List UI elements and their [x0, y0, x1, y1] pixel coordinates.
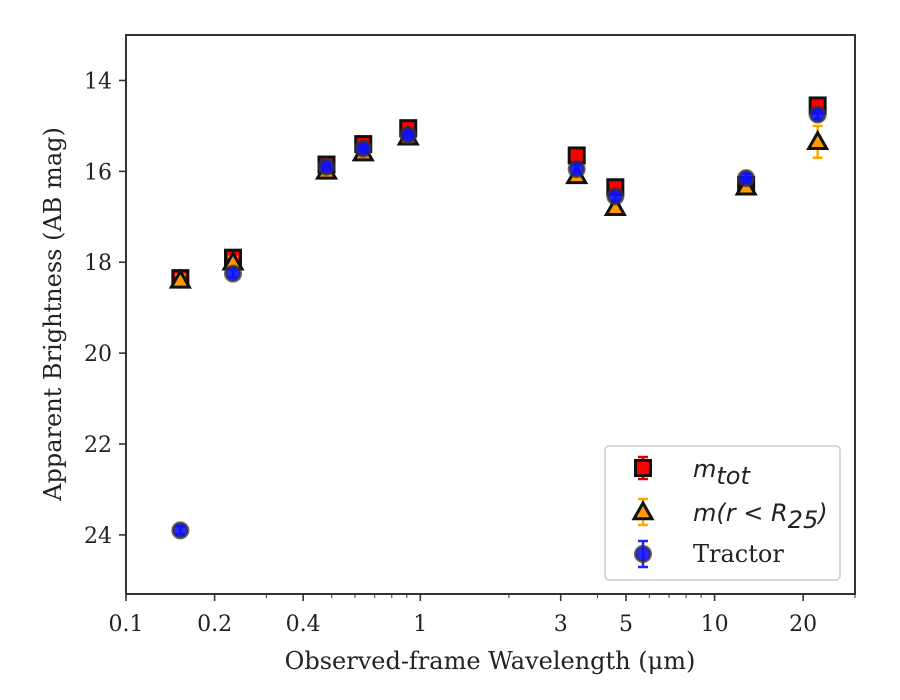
- legend: mtot m(r < R25) Tractor: [604, 445, 841, 581]
- point-tractor-marker: [399, 125, 418, 144]
- data-point-tractor: [808, 105, 827, 124]
- point-r25-marker: [806, 129, 830, 151]
- legend-total-sub: tot: [716, 462, 751, 490]
- data-point-r25: [806, 124, 830, 159]
- x-axis-title: Observed-frame Wavelength (μm): [285, 647, 696, 675]
- y-tick-label: 18: [84, 251, 112, 276]
- legend-label-r25: m(r < R25): [693, 499, 828, 534]
- data-point-tractor: [399, 125, 418, 144]
- legend-markers: [631, 455, 655, 569]
- data-point-tractor: [224, 264, 243, 283]
- point-tractor-marker: [171, 521, 190, 540]
- point-tractor-marker: [317, 157, 336, 176]
- legend-r25-mid: (r < R: [716, 499, 787, 527]
- y-tick-label: 22: [84, 433, 112, 458]
- y-tick-label: 20: [84, 342, 112, 367]
- legend-total-marker: [634, 459, 652, 477]
- data-point-tractor: [737, 169, 756, 188]
- legend-r25-base: m: [693, 499, 716, 527]
- data-point-r25: [168, 268, 192, 289]
- x-tick-label: 10: [701, 612, 729, 637]
- data-point-tractor: [317, 157, 336, 176]
- point-tractor-marker: [737, 169, 756, 188]
- legend-box: [604, 445, 841, 581]
- legend-label-tractor: Tractor: [693, 540, 784, 568]
- legend-r25-marker: [631, 499, 655, 521]
- point-tractor-marker: [224, 264, 243, 283]
- x-tick-label: 1: [413, 612, 427, 637]
- point-tractor-marker: [808, 105, 827, 124]
- series-tractor: [171, 105, 827, 540]
- axis-ticks: 0.1 0.2 0.4 1 3 5 10 20 14 16 18 20 22 24: [84, 69, 856, 637]
- legend-total-base: m: [693, 455, 716, 483]
- data-point-tractor: [354, 139, 373, 158]
- x-tick-label: 0.4: [286, 612, 321, 637]
- legend-tractor-marker: [634, 545, 652, 563]
- legend-marker-total: [634, 455, 652, 481]
- data-point-tractor: [567, 160, 586, 179]
- point-r25-marker: [603, 195, 627, 216]
- y-tick-label: 14: [84, 69, 112, 94]
- legend-r25-tail: ): [816, 499, 827, 527]
- plot-frame: [125, 34, 856, 595]
- y-tick-label: 24: [84, 524, 112, 549]
- legend-r25-sub: 25: [788, 506, 819, 534]
- x-tick-label: 0.1: [109, 612, 144, 637]
- y-axis-title: Apparent Brightness (AB mag): [39, 127, 67, 502]
- data-point-total: [567, 146, 586, 165]
- point-tractor-marker: [567, 160, 586, 179]
- x-tick-label: 3: [554, 612, 568, 637]
- point-tractor-marker: [606, 187, 625, 206]
- legend-label-total: mtot: [693, 455, 751, 490]
- data-points: [168, 96, 830, 540]
- x-tick-label: 5: [619, 612, 633, 637]
- data-point-tractor: [171, 521, 190, 540]
- y-tick-label: 16: [84, 160, 112, 185]
- legend-marker-tractor: [634, 539, 652, 569]
- point-r25-marker: [168, 268, 192, 289]
- legend-marker-r25: [631, 497, 655, 527]
- point-tractor-marker: [354, 139, 373, 158]
- data-point-tractor: [606, 187, 625, 206]
- x-tick-label: 20: [789, 612, 817, 637]
- x-tick-label: 0.2: [197, 612, 232, 637]
